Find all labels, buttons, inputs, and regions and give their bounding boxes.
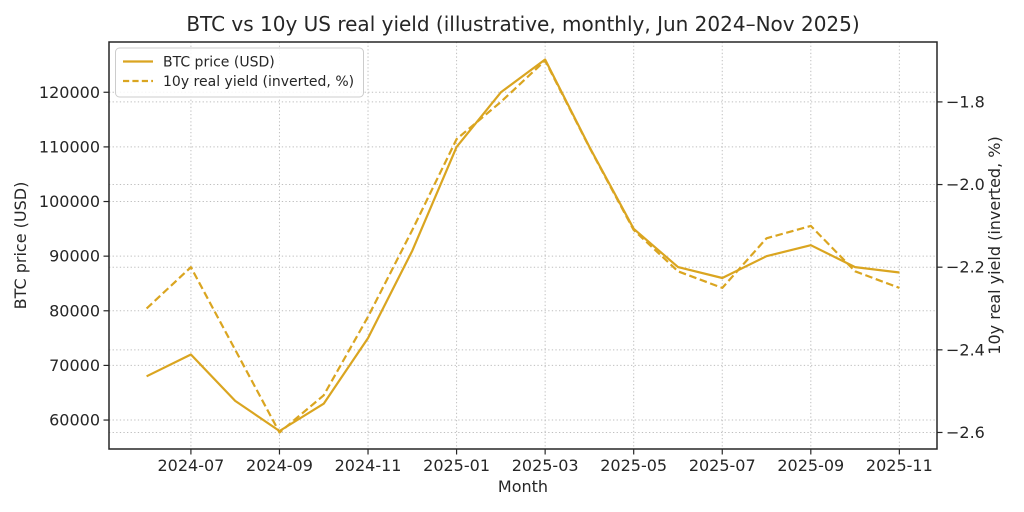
legend: BTC price (USD) 10y real yield (inverted… [115, 47, 364, 98]
x-tick-label: 2025-09 [777, 456, 844, 475]
plot-border [108, 41, 938, 450]
right-tick-label: −2.2 [946, 258, 985, 277]
left-tick-label: 90000 [49, 247, 100, 266]
left-tick-label: 110000 [39, 137, 100, 156]
x-tick-label: 2025-11 [866, 456, 933, 475]
x-axis-label: Month [498, 477, 548, 496]
left-tick-label: 80000 [49, 301, 100, 320]
left-tick-label: 100000 [39, 192, 100, 211]
right-tick-label: −1.8 [946, 92, 985, 111]
grid-layer [109, 42, 937, 449]
legend-label-btc: BTC price (USD) [163, 55, 275, 71]
series-layer [145, 58, 900, 434]
tick-label-layer: 2024-07 2024-09 2024-11 2025-01 2025-03 2025-… [39, 83, 985, 475]
real-yield-line [145, 59, 900, 434]
x-tick-label: 2025-07 [689, 456, 756, 475]
btc-price-line [146, 58, 900, 433]
left-y-axis-label: BTC price (USD) [11, 182, 30, 310]
legend-label-yield: 10y real yield (inverted, %) [163, 74, 354, 90]
left-tick-label: 70000 [49, 356, 100, 375]
right-tick-label: −2.4 [946, 340, 985, 359]
left-tick-label: 120000 [39, 83, 100, 102]
x-tick-label: 2025-01 [423, 456, 490, 475]
x-tick-label: 2024-07 [157, 456, 224, 475]
chart-title: BTC vs 10y US real yield (illustrative, … [186, 12, 859, 36]
x-tick-label: 2025-03 [512, 456, 579, 475]
right-tick-label: −2.6 [946, 423, 985, 442]
left-tick-label: 60000 [49, 411, 100, 430]
x-tick-label: 2024-11 [335, 456, 402, 475]
x-tick-label: 2025-05 [600, 456, 667, 475]
right-y-axis-label: 10y real yield (inverted, %) [985, 136, 1004, 354]
tick-layer [103, 91, 943, 455]
right-tick-label: −2.0 [946, 175, 985, 194]
legend-box [115, 47, 364, 98]
x-tick-label: 2024-09 [246, 456, 313, 475]
